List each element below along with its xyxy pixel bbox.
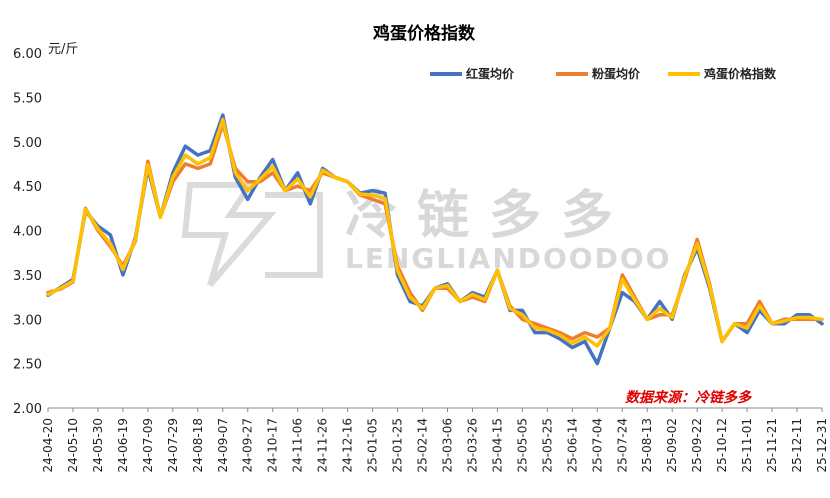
y-tick-label: 3.50	[13, 269, 42, 284]
x-tick-label: 24-07-29	[166, 418, 180, 472]
legend-label-pink: 粉蛋均价	[592, 66, 641, 81]
x-tick-label: 24-09-27	[241, 418, 255, 472]
data-source-note: 数据来源：冷链多多	[625, 389, 752, 406]
y-tick-label: 6.00	[13, 47, 42, 62]
y-axis-unit: 元/斤	[48, 42, 78, 57]
x-tick-label: 24-06-19	[116, 418, 130, 472]
x-tick-label: 24-05-10	[66, 418, 80, 472]
legend-label-red: 红蛋均价	[466, 66, 515, 81]
x-tick-label: 24-07-09	[141, 418, 155, 472]
x-axis-ticks: 24-04-20 24-05-10 24-05-30 24-06-19 24-07-09…	[41, 408, 829, 472]
y-tick-label: 4.50	[13, 180, 42, 195]
y-tick-label: 4.00	[13, 225, 42, 240]
chart-title: 鸡蛋价格指数	[372, 23, 476, 44]
x-tick-label: 25-07-04	[590, 418, 604, 472]
x-tick-label: 24-08-18	[191, 418, 205, 472]
watermark: 冷链多多 LENGLIANDOODOO	[181, 182, 669, 287]
x-tick-label: 25-05-05	[515, 418, 529, 472]
y-tick-label: 2.00	[13, 402, 42, 417]
x-tick-label: 25-12-31	[815, 418, 829, 472]
x-tick-label: 25-08-13	[640, 418, 654, 472]
y-tick-label: 2.50	[13, 358, 42, 373]
x-tick-label: 25-01-25	[391, 418, 405, 472]
series-line-2	[46, 117, 824, 348]
x-tick-label: 25-09-22	[690, 418, 704, 472]
x-tick-label: 25-11-21	[765, 418, 779, 472]
y-tick-label: 3.00	[13, 313, 42, 328]
x-tick-label: 25-11-01	[740, 418, 754, 472]
x-tick-label: 24-12-16	[341, 418, 355, 472]
x-tick-label: 24-11-26	[316, 418, 330, 472]
series-lines	[46, 113, 824, 366]
watermark-logo-icon	[181, 182, 323, 287]
x-tick-label: 25-05-25	[540, 418, 554, 472]
x-tick-label: 25-09-02	[665, 418, 679, 472]
x-tick-label: 24-05-30	[91, 418, 105, 472]
x-tick-label: 24-09-07	[216, 418, 230, 472]
y-tick-label: 5.50	[13, 91, 42, 106]
x-tick-label: 25-10-12	[715, 418, 729, 472]
x-tick-label: 25-07-24	[615, 418, 629, 472]
x-tick-label: 25-02-14	[416, 418, 430, 472]
x-tick-label: 24-11-06	[291, 418, 305, 472]
x-tick-label: 25-04-15	[490, 418, 504, 472]
legend: 红蛋均价 粉蛋均价 鸡蛋价格指数	[430, 66, 777, 81]
y-tick-label: 5.00	[13, 136, 42, 151]
y-axis-ticks: 2.00 2.50 3.00 3.50 4.00 4.50 5.00 5.50 6.00	[13, 47, 42, 417]
x-tick-label: 25-01-05	[366, 418, 380, 472]
x-tick-label: 25-03-26	[465, 418, 479, 472]
x-tick-label: 24-04-20	[41, 418, 55, 472]
x-tick-label: 24-10-17	[266, 418, 280, 472]
legend-label-index: 鸡蛋价格指数	[703, 66, 777, 81]
x-tick-label: 25-12-11	[790, 418, 804, 472]
x-tick-label: 25-06-14	[565, 418, 579, 472]
x-tick-label: 25-03-06	[440, 418, 454, 472]
